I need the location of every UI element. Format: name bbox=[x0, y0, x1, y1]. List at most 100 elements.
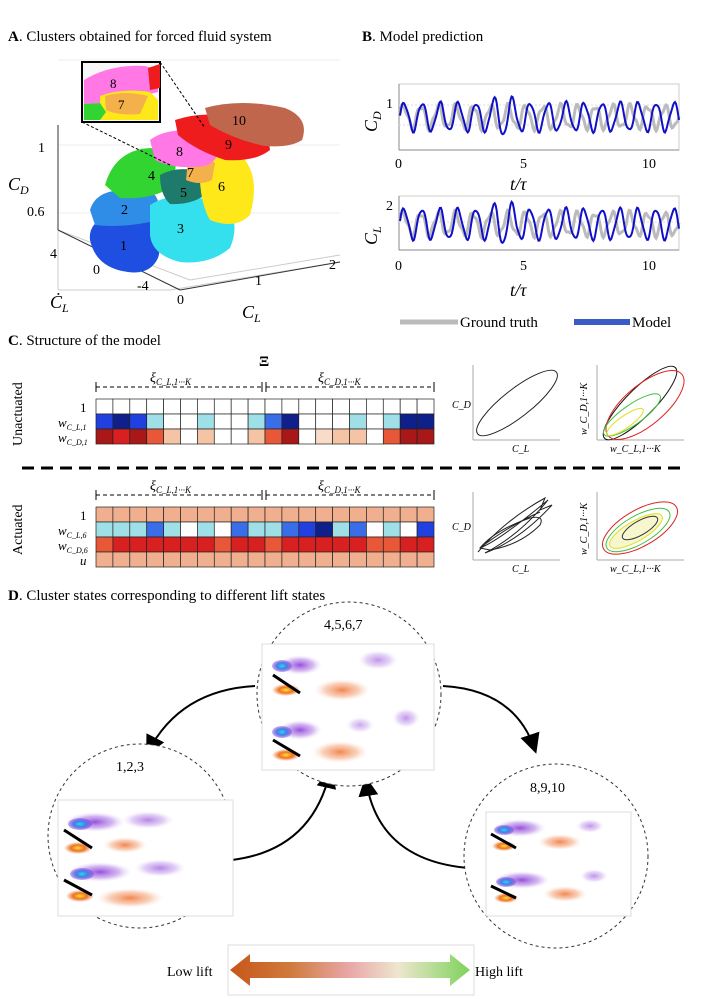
arrow-left-to-center bbox=[231, 768, 337, 861]
matrix-cell bbox=[366, 521, 384, 538]
unact-row-wcd1: wC_D,1 bbox=[58, 430, 88, 447]
matrix-cell bbox=[95, 413, 114, 430]
matrix-cell bbox=[315, 551, 333, 568]
matrix-cell bbox=[146, 521, 164, 538]
matrix-cell bbox=[349, 398, 367, 415]
matrix-cell bbox=[315, 428, 333, 445]
matrix-cell bbox=[298, 521, 317, 538]
z-tick-1: 1 bbox=[38, 141, 45, 156]
arrow-center-to-left bbox=[146, 685, 256, 756]
matrix-cell bbox=[264, 521, 283, 538]
cluster-group-right: 8,9,10 bbox=[463, 763, 649, 949]
act-phase-ylabel: C_D bbox=[452, 522, 472, 533]
panel-a-title: A. Clusters obtained for forced fluid sy… bbox=[8, 29, 272, 45]
matrix-cell bbox=[247, 398, 266, 415]
matrix-cell bbox=[146, 398, 164, 415]
cluster-label-6: 6 bbox=[218, 180, 225, 195]
cluster-label-4: 4 bbox=[148, 169, 155, 184]
matrix-cell bbox=[315, 413, 333, 430]
matrix-cell bbox=[213, 506, 232, 523]
matrix-cell bbox=[382, 428, 401, 445]
act-phase-xlabel: C_L bbox=[512, 564, 530, 575]
inset-label-8: 8 bbox=[110, 76, 117, 91]
xi-cd-label-bottom: ξC_D,1···K bbox=[318, 479, 362, 495]
matrix-cell bbox=[281, 398, 300, 415]
matrix-cell bbox=[416, 521, 435, 538]
panel-a-inset: 8 7 bbox=[81, 61, 206, 166]
matrix-cell bbox=[399, 506, 418, 523]
unact-row-wcl1: wC_L,1 bbox=[58, 415, 86, 432]
xi-cl-label-top: ξC_L,1···K bbox=[150, 371, 192, 387]
cd-ytick-1: 1 bbox=[386, 97, 393, 112]
matrix-cell bbox=[112, 398, 131, 415]
cluster-10 bbox=[205, 103, 304, 147]
matrix-cell bbox=[366, 398, 384, 415]
cd-xtick-10: 10 bbox=[642, 157, 656, 172]
cd-ylabel: CD bbox=[361, 111, 384, 132]
panel-b-cd-plot: 1 0 5 10 t/τ CD bbox=[361, 83, 681, 194]
matrix-cell bbox=[332, 398, 350, 415]
arrow-right-to-center bbox=[358, 776, 469, 869]
matrix-cell bbox=[264, 413, 283, 430]
cluster-label-7: 7 bbox=[187, 166, 194, 181]
matrix-cell bbox=[129, 551, 148, 568]
matrix-cell bbox=[180, 551, 198, 568]
act-w-ylabel: w_C_D,1···K bbox=[579, 501, 590, 555]
matrix-cell bbox=[399, 521, 418, 538]
matrix-cell bbox=[213, 551, 232, 568]
act-w-xlabel: w_C_L,1···K bbox=[610, 564, 662, 575]
panel-b-cl-plot: 2 0 5 10 t/τ CL bbox=[361, 195, 681, 300]
cluster-group-center: 4,5,6,7 bbox=[256, 601, 442, 787]
matrix-cell bbox=[366, 551, 384, 568]
matrix-cell bbox=[180, 398, 198, 415]
cluster-label-1: 1 bbox=[120, 239, 127, 254]
cd-xlabel: t/τ bbox=[510, 174, 527, 194]
matrix-cell bbox=[146, 413, 164, 430]
matrix-cell bbox=[315, 521, 333, 538]
matrix-cell bbox=[129, 398, 148, 415]
cl-xtick-10: 10 bbox=[642, 259, 656, 274]
unact-phase-xlabel: C_L bbox=[512, 444, 530, 455]
matrix-cell bbox=[247, 536, 266, 553]
matrix-cell bbox=[399, 413, 418, 430]
act-phase-plot: C_D C_L bbox=[452, 492, 560, 575]
matrix-cell bbox=[95, 536, 114, 553]
matrix-cell bbox=[264, 536, 283, 553]
cl-ytick-2: 2 bbox=[386, 199, 393, 214]
cl-xtick-5: 5 bbox=[520, 259, 527, 274]
matrix-cell bbox=[146, 428, 164, 445]
matrix-cell bbox=[247, 506, 266, 523]
unact-w-xlabel: w_C_L,1···K bbox=[610, 444, 662, 455]
matrix-cell bbox=[349, 521, 367, 538]
matrix-cell bbox=[112, 536, 131, 553]
matrix-cell bbox=[112, 413, 131, 430]
left-flow-field bbox=[63, 811, 186, 908]
matrix-cell bbox=[264, 398, 283, 415]
matrix-cell bbox=[416, 413, 435, 430]
matrix-cell bbox=[197, 551, 215, 568]
low-lift-label: Low lift bbox=[167, 965, 213, 980]
matrix-cell bbox=[230, 413, 249, 430]
matrix-cell bbox=[163, 536, 181, 553]
matrix-cell bbox=[332, 428, 350, 445]
matrix-cell bbox=[197, 536, 215, 553]
matrix-cell bbox=[180, 521, 198, 538]
cl-ylabel: CL bbox=[361, 226, 384, 245]
cluster-2 bbox=[90, 190, 159, 226]
legend-model-label: Model bbox=[632, 315, 671, 331]
right-flow-field bbox=[490, 819, 608, 903]
matrix-cell bbox=[247, 428, 266, 445]
matrix-cell bbox=[332, 536, 350, 553]
y-axis-label: ĊL bbox=[50, 292, 69, 315]
panel-a-3d-plot: 1 2 3 4 5 6 7 8 9 10 8 7 1 0.6 0 1 2 4 0… bbox=[8, 59, 341, 325]
matrix-cell bbox=[112, 551, 131, 568]
matrix-cell bbox=[315, 398, 333, 415]
xi-cl-label-bottom: ξC_L,1···K bbox=[150, 479, 192, 495]
matrix-cell bbox=[382, 536, 401, 553]
matrix-cell bbox=[349, 428, 367, 445]
cluster-label-9: 9 bbox=[225, 138, 232, 153]
matrix-cell bbox=[264, 551, 283, 568]
cd-model-line bbox=[399, 95, 680, 136]
matrix-cell bbox=[213, 536, 232, 553]
